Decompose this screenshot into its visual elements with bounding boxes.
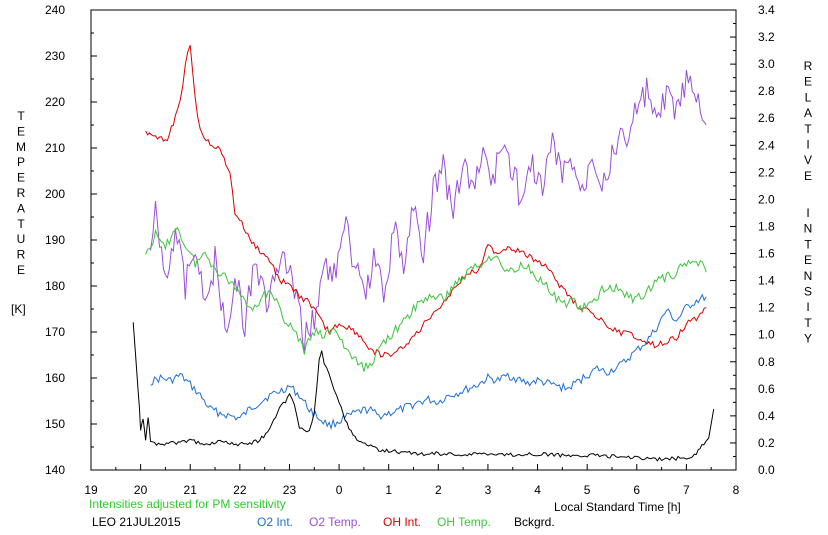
left-tick-label: 150	[45, 417, 65, 431]
series-line-o2-temp	[150, 70, 707, 353]
site-date-label: LEO 21JUL2015	[92, 515, 181, 529]
left-tick-label: 240	[45, 3, 65, 17]
series-line-oh-temp	[145, 226, 707, 372]
x-tick-label: 19	[84, 483, 98, 497]
left-axis-ticks: 140 150 160 170 180 190 200 210 220 230 240	[45, 3, 97, 477]
series-line-bckgrd	[132, 322, 715, 462]
right-axis-letter: L	[805, 90, 812, 104]
x-tick-label: 22	[233, 483, 247, 497]
x-tick-label: 6	[633, 483, 640, 497]
right-tick-label: 2.6	[758, 111, 775, 125]
series-line-oh-int	[145, 45, 707, 358]
right-tick-label: 0.0	[758, 463, 775, 477]
left-axis-letter: E	[17, 171, 25, 185]
right-tick-label: 3.2	[758, 30, 775, 44]
x-tick-label: 3	[485, 483, 492, 497]
x-tick-label: 2	[435, 483, 442, 497]
left-tick-label: 190	[45, 233, 65, 247]
right-tick-label: 0.4	[758, 409, 775, 423]
right-tick-label: 2.0	[758, 192, 775, 206]
right-tick-label: 1.8	[758, 219, 775, 233]
right-tick-label: 0.8	[758, 355, 775, 369]
left-axis-unit: [K]	[11, 302, 26, 316]
right-tick-label: 2.4	[758, 138, 775, 152]
right-axis-letter: I	[806, 138, 809, 152]
right-axis-letter: Y	[804, 332, 812, 346]
x-tick-label: 5	[584, 483, 591, 497]
left-axis-letter: M	[16, 140, 26, 154]
right-tick-label: 2.8	[758, 84, 775, 98]
x-tick-label: 23	[283, 483, 297, 497]
x-axis-label: Local Standard Time [h]	[554, 500, 681, 514]
left-axis-letter: T	[17, 217, 25, 231]
right-tick-label: 1.6	[758, 247, 775, 261]
left-axis-letter: R	[17, 186, 26, 200]
right-axis-letter: N	[804, 222, 813, 236]
x-tick-label: 8	[733, 483, 740, 497]
right-axis-letter: S	[804, 285, 812, 299]
legend-entry: OH Int.	[383, 515, 421, 529]
left-axis-letter: P	[17, 155, 25, 169]
x-tick-label: 0	[336, 483, 343, 497]
left-tick-label: 200	[45, 187, 65, 201]
legend-entry: O2 Int.	[257, 515, 293, 529]
left-tick-label: 170	[45, 325, 65, 339]
left-axis-letter: E	[17, 263, 25, 277]
right-axis-letter: I	[806, 300, 809, 314]
right-tick-label: 1.4	[758, 274, 775, 288]
x-tick-label: 4	[534, 483, 541, 497]
left-axis-letter: R	[17, 248, 26, 262]
legend-entry: OH Temp.	[437, 515, 491, 529]
right-tick-label: 2.2	[758, 165, 775, 179]
x-tick-label: 7	[683, 483, 690, 497]
left-tick-label: 210	[45, 141, 65, 155]
legend-entry: O2 Temp.	[309, 515, 361, 529]
right-axis-letter: N	[804, 269, 813, 283]
right-axis-letter: T	[804, 122, 812, 136]
right-tick-label: 3.4	[758, 3, 775, 17]
left-tick-label: 160	[45, 371, 65, 385]
left-tick-label: 180	[45, 279, 65, 293]
right-axis-ticks: 0.0 0.2 0.4 0.6 0.8 1.0 1.2 1.4 1.6 1.8 2.0 2.2 2.4 2…	[730, 3, 775, 477]
series-line-o2-int	[150, 293, 707, 431]
x-tick-label: 21	[184, 483, 198, 497]
series-layer	[132, 45, 715, 462]
left-axis-letter: U	[17, 232, 26, 246]
legend-entry: Bckgrd.	[514, 515, 555, 529]
left-tick-label: 230	[45, 49, 65, 63]
right-axis-letter: V	[804, 153, 812, 167]
right-axis-letter: I	[806, 206, 809, 220]
right-tick-label: 0.2	[758, 436, 775, 450]
plot-frame	[90, 9, 737, 471]
x-axis-ticks: 19 20 21 22 23 0 1 2 3 4 5 6 7 8	[84, 464, 740, 497]
right-tick-label: 1.0	[758, 328, 775, 342]
right-tick-label: 1.2	[758, 301, 775, 315]
right-axis-letter: E	[804, 253, 812, 267]
left-axis-letter: A	[17, 201, 25, 215]
right-tick-label: 0.6	[758, 382, 775, 396]
right-axis-letter: E	[804, 169, 812, 183]
right-axis-letter: R	[804, 59, 813, 73]
left-axis-letter: E	[17, 124, 25, 138]
right-axis-letter: A	[804, 106, 812, 120]
legend: O2 Int. O2 Temp. OH Int. OH Temp. Bckgrd.	[257, 515, 555, 529]
x-tick-label: 20	[134, 483, 148, 497]
x-tick-label: 1	[385, 483, 392, 497]
left-axis-letter: T	[17, 109, 25, 123]
left-tick-label: 140	[45, 463, 65, 477]
right-axis-letter: T	[804, 237, 812, 251]
left-tick-label: 220	[45, 95, 65, 109]
sensitivity-note: Intensities adjusted for PM sensitivity	[89, 497, 286, 511]
right-axis-letter: E	[804, 75, 812, 89]
right-tick-label: 3.0	[758, 57, 775, 71]
right-axis-letter: T	[804, 316, 812, 330]
